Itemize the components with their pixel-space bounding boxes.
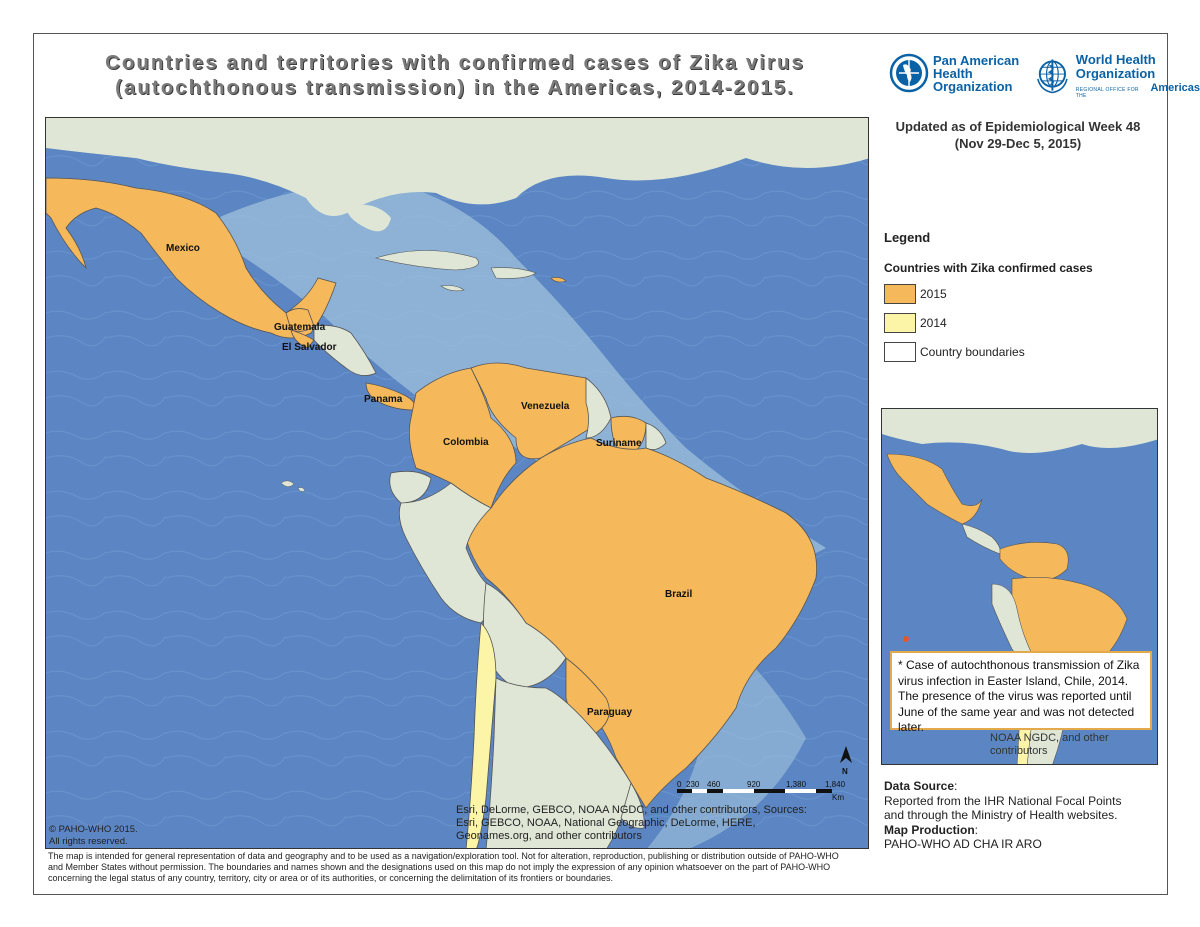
data-source-line-2: and through the Ministry of Health websi…	[884, 808, 1118, 822]
label-suriname: Suriname	[596, 438, 642, 449]
paho-name-line-1: Pan American	[933, 52, 1020, 68]
disclaimer-line-3: concerning the legal status of any count…	[48, 873, 613, 883]
inset-country-colombia-venezuela	[999, 542, 1069, 581]
legend-swatch-2015	[884, 284, 916, 304]
inset-land-north-america	[882, 409, 1157, 453]
label-el-salvador: El Salvador	[282, 342, 337, 353]
legend-item-2015: 2015	[884, 284, 1154, 304]
note-line-3: The presence of the virus was reported u…	[898, 689, 1132, 703]
label-mexico: Mexico	[166, 243, 200, 254]
legend-label-2014: 2014	[920, 316, 947, 330]
paho-emblem-icon	[889, 53, 929, 93]
legend-item-boundaries: Country boundaries	[884, 342, 1154, 362]
scale-tick-1380: 1,380	[786, 780, 807, 789]
legend-label-2015: 2015	[920, 287, 947, 301]
note-line-1: * Case of autochthonous transmission of …	[898, 658, 1140, 672]
disclaimer-line-2: and Member States without permission. Th…	[48, 862, 831, 872]
update-note: Updated as of Epidemiological Week 48 (N…	[883, 118, 1153, 152]
disclaimer: The map is intended for general represen…	[48, 851, 1158, 884]
who-logo: World Health Organization REGIONAL OFFIC…	[1033, 53, 1200, 99]
who-name-line-1: World Health	[1075, 52, 1156, 67]
land-galapagos	[280, 480, 306, 492]
who-emblem-icon	[1037, 59, 1068, 94]
legend: Legend Countries with Zika confirmed cas…	[884, 230, 1154, 362]
who-name-line-2: Organization	[1075, 66, 1156, 81]
data-source: Data Source: Reported from the IHR Natio…	[884, 779, 1159, 852]
legend-swatch-2014	[884, 313, 916, 333]
data-source-heading: Data Source	[884, 779, 955, 793]
inset-attribution-line-1: NOAA NGDC, and other	[990, 732, 1109, 744]
map-title-line-1: Countries and territories with confirmed…	[105, 51, 805, 74]
data-source-colon: :	[954, 779, 958, 793]
land-hispaniola	[490, 267, 537, 279]
update-dates: (Nov 29-Dec 5, 2015)	[954, 136, 1082, 151]
update-week: Updated as of Epidemiological Week 48	[895, 119, 1141, 134]
note-line-2: virus infection in Easter Island, Chile,…	[898, 673, 1129, 688]
label-panama: Panama	[364, 394, 403, 405]
inset-attribution-line-2: contributors	[990, 745, 1048, 757]
map-attribution-line-3: Geonames.org, and other contributors	[456, 830, 642, 842]
paho-name-line-3: Organization	[933, 78, 1013, 94]
land-jamaica	[440, 285, 465, 292]
label-venezuela: Venezuela	[521, 401, 570, 412]
scale-bar: 0 230 460 920 1,380 1,840 Km	[677, 780, 846, 802]
easter-island-note: * Case of autochthonous transmission of …	[890, 651, 1152, 734]
label-colombia: Colombia	[443, 437, 489, 448]
map-title-line-2: (autochthonous transmission) in the Amer…	[115, 76, 795, 99]
scale-unit: Km	[832, 793, 844, 802]
land-central-america	[313, 324, 377, 376]
who-region-name: Americas	[1150, 82, 1200, 94]
inset-country-mexico	[886, 453, 983, 525]
data-source-line-1: Reported from the IHR National Focal Poi…	[884, 793, 1122, 808]
map-production-value: PAHO-WHO AD CHA IR ARO	[884, 837, 1042, 851]
map-copyright-line-1: © PAHO-WHO 2015.	[49, 824, 138, 835]
land-puerto-rico	[550, 277, 567, 283]
note-line-4: June of the same year and was not detect…	[898, 704, 1135, 735]
map-production-colon: :	[974, 822, 979, 837]
legend-label-boundaries: Country boundaries	[920, 345, 1025, 359]
land-argentina	[485, 677, 632, 848]
scale-tick-460: 460	[707, 780, 721, 789]
map-production-heading: Map Production	[884, 822, 975, 837]
country-suriname	[610, 415, 647, 459]
scale-tick-0: 0	[677, 780, 682, 789]
scale-tick-920: 920	[747, 780, 761, 789]
map-attribution-line-2: Esri, GEBCO, NOAA, National Geographic, …	[456, 817, 756, 829]
legend-swatch-boundaries	[884, 342, 916, 362]
who-regional-office-text: REGIONAL OFFICE FOR THE	[1075, 87, 1139, 99]
scale-tick-230: 230	[686, 780, 700, 789]
land-cuba	[374, 250, 479, 271]
legend-heading: Legend	[884, 230, 931, 245]
land-ecuador	[389, 470, 432, 504]
land-north-america	[46, 118, 868, 216]
inset-attribution: NOAA NGDC, and other contributors	[990, 732, 1150, 758]
label-paraguay: Paraguay	[587, 707, 632, 718]
land-florida	[346, 204, 391, 232]
paho-name-line-2: Health	[933, 65, 973, 81]
main-map[interactable]: Mexico Guatemala El Salvador Panama Vene…	[45, 117, 869, 849]
map-copyright-line-2: All rights reserved.	[49, 836, 128, 847]
inset-land-central-america	[961, 523, 1001, 555]
svg-text:N: N	[842, 767, 848, 776]
label-guatemala: Guatemala	[274, 322, 326, 333]
legend-item-2014: 2014	[884, 313, 1154, 333]
country-mexico	[46, 177, 337, 339]
map-attribution-line-1: Esri, DeLorme, GEBCO, NOAA NGDC, and oth…	[456, 804, 807, 816]
label-brazil: Brazil	[665, 589, 692, 600]
land-uruguay	[620, 782, 645, 829]
land-guyana	[585, 377, 612, 439]
legend-subheading: Countries with Zika confirmed cases	[884, 261, 1093, 275]
country-el-salvador	[290, 329, 315, 349]
scale-tick-1840: 1,840	[825, 780, 846, 789]
paho-logo: Pan American Health Organization	[889, 53, 1019, 93]
north-arrow-icon: N	[840, 746, 852, 776]
main-map-canvas: Mexico Guatemala El Salvador Panama Vene…	[46, 118, 868, 848]
map-title: Countries and territories with confirmed…	[60, 50, 850, 100]
disclaimer-line-1: The map is intended for general represen…	[48, 851, 839, 861]
shelf-atlantic	[647, 598, 806, 848]
inset-easter-island-marker	[903, 636, 909, 642]
